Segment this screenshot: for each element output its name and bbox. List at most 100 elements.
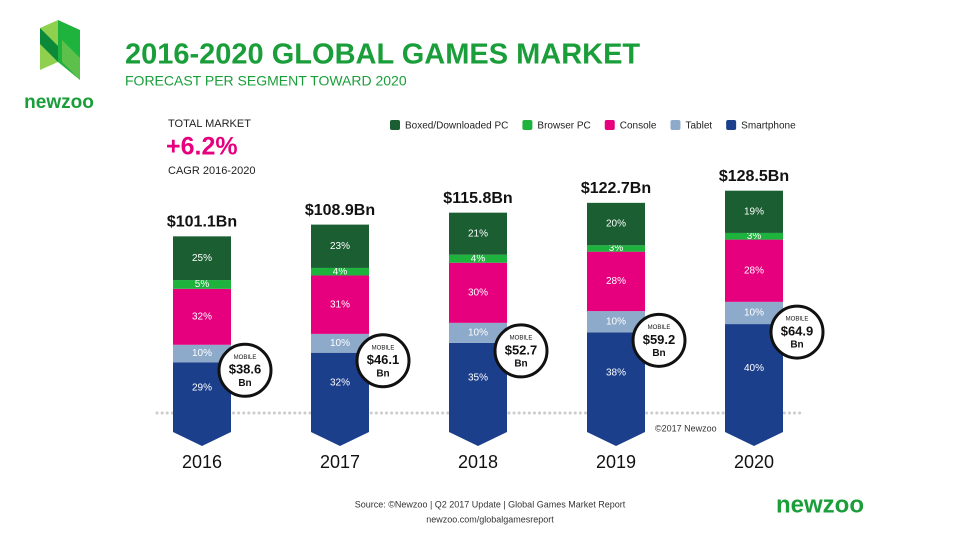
cagr-label: CAGR 2016-2020 [168, 165, 255, 177]
brand: newzoo [24, 92, 94, 113]
bar-segment [311, 267, 369, 276]
segment-label: 19% [744, 206, 764, 217]
bar-base [173, 413, 231, 446]
segment-label: 28% [744, 265, 764, 276]
bar-segment [173, 288, 231, 345]
legend-swatch [522, 120, 533, 130]
segment-label: 20% [606, 219, 626, 230]
segment-label: 3% [609, 243, 624, 254]
segment-label: 28% [606, 276, 626, 287]
total-label: $115.8Bn [443, 190, 512, 207]
segment-label: 4% [333, 266, 348, 277]
cagr-value: +6.2% [166, 133, 238, 161]
mobile-unit: Bn [514, 359, 527, 370]
mobile-value: $46.1 [367, 352, 400, 367]
bar-segment [725, 239, 783, 302]
bar-segment [449, 322, 507, 343]
bar-segment [725, 232, 783, 240]
segment-label: 21% [468, 228, 488, 239]
segment-label: 25% [192, 253, 212, 264]
total-label: $101.1Bn [167, 214, 237, 231]
legend-label: Smartphone [741, 121, 796, 132]
bar-base [587, 413, 645, 446]
mobile-label: MOBILE [372, 345, 395, 351]
mobile-badge [217, 342, 273, 398]
segment-label: 30% [468, 287, 488, 298]
segment-label: 32% [192, 311, 212, 322]
bar-segment [587, 245, 645, 252]
mobile-value: $59.2 [643, 332, 676, 347]
mobile-value: $64.9 [781, 324, 814, 339]
segment-label: 29% [192, 382, 212, 393]
segment-label: 3% [747, 231, 762, 242]
mobile-unit: Bn [238, 378, 251, 389]
mobile-badge [493, 323, 549, 379]
bar-segment [725, 301, 783, 325]
legend-label: Console [620, 121, 657, 132]
bar-base [725, 413, 783, 446]
brand-footer: newzoo [776, 491, 864, 518]
legend-label: Browser PC [537, 121, 590, 132]
mobile-unit: Bn [790, 340, 803, 351]
segment-label: 10% [468, 328, 488, 339]
segment-label: 10% [330, 338, 350, 349]
segment-label: 10% [192, 348, 212, 359]
year-label: 2017 [320, 452, 360, 472]
subtitle: FORECAST PER SEGMENT TOWARD 2020 [125, 73, 407, 89]
bar-segment [173, 344, 231, 363]
total-market-label: TOTAL MARKET [168, 118, 251, 130]
logo [40, 20, 80, 80]
bar-base [311, 413, 369, 446]
legend-swatch [726, 120, 737, 130]
bar-segment [449, 262, 507, 323]
mobile-unit: Bn [376, 368, 389, 379]
segment-label: 10% [744, 308, 764, 319]
mobile-label: MOBILE [234, 355, 257, 361]
mobile-value: $38.6 [229, 362, 262, 377]
year-label: 2016 [182, 452, 222, 472]
bar-segment [311, 224, 369, 268]
bar-segment [449, 254, 507, 263]
bar-segment [311, 275, 369, 334]
legend-swatch [670, 120, 681, 130]
segment-label: 40% [744, 363, 764, 374]
segment-label: 23% [330, 241, 350, 252]
bar-segment [587, 311, 645, 333]
source: Source: ©Newzoo | Q2 2017 Update | Globa… [355, 499, 626, 509]
bar-segment [311, 333, 369, 353]
bar-segment [587, 251, 645, 312]
year-label: 2018 [458, 452, 498, 472]
mobile-label: MOBILE [648, 325, 671, 331]
year-label: 2020 [734, 452, 774, 472]
legend-swatch [604, 120, 615, 130]
segment-label: 4% [471, 253, 486, 264]
segment-label: 35% [468, 373, 488, 384]
legend-swatch [390, 120, 400, 130]
mobile-badge [769, 304, 825, 360]
legend-label: Tablet [685, 121, 712, 132]
segment-label: 31% [330, 299, 350, 310]
bar-segment [587, 202, 645, 246]
mobile-badge [631, 312, 687, 368]
mobile-label: MOBILE [786, 317, 809, 323]
url: newzoo.com/globalgamesreport [426, 514, 554, 524]
bar-segment [173, 280, 231, 289]
bar-base [449, 413, 507, 446]
segment-label: 38% [606, 367, 626, 378]
bar-segment [449, 212, 507, 255]
total-label: $128.5Bn [719, 168, 789, 185]
segment-label: 32% [330, 377, 350, 388]
bar-segment [173, 236, 231, 281]
segment-label: 10% [606, 316, 626, 327]
legend-label: Boxed/Downloaded PC [405, 121, 508, 132]
segment-label: 5% [195, 279, 210, 290]
copyright: ©2017 Newzoo [655, 423, 717, 433]
total-label: $108.9Bn [305, 202, 375, 219]
mobile-value: $52.7 [505, 342, 538, 357]
mobile-unit: Bn [652, 348, 665, 359]
year-label: 2019 [596, 452, 636, 472]
bar-segment [725, 190, 783, 233]
mobile-label: MOBILE [510, 335, 533, 341]
total-label: $122.7Bn [581, 180, 651, 197]
